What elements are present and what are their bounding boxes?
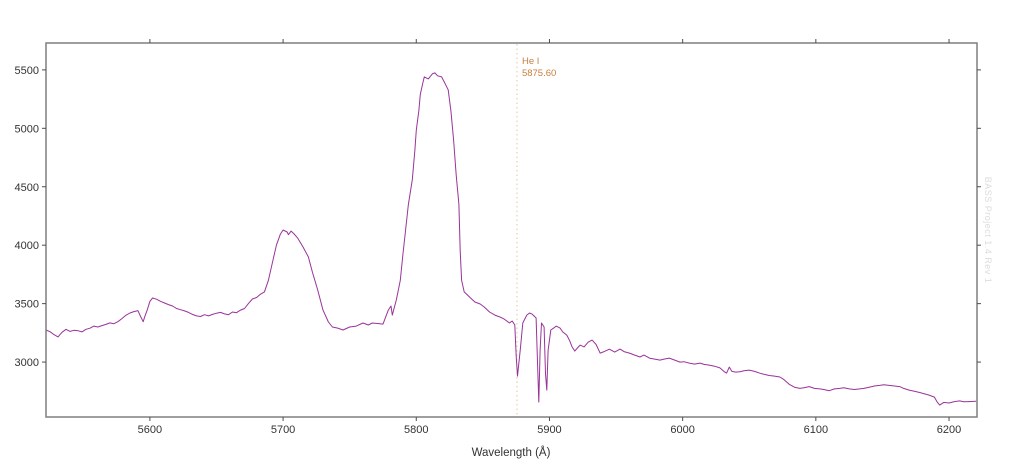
annotation-element-label: He I <box>522 56 539 67</box>
x-tick-label: 5900 <box>537 424 561 436</box>
x-tick-labels: 5600 5700 5800 5900 6000 6100 6200 <box>138 424 962 436</box>
plot-area[interactable] <box>46 43 977 417</box>
x-tick-label: 5700 <box>271 424 295 436</box>
x-axis-title: Wavelength (Å) <box>472 446 551 459</box>
x-tick-label: 6000 <box>670 424 694 436</box>
y-tick-labels: 3000 3500 4000 4500 5000 5500 <box>15 65 39 369</box>
spectrum-line <box>45 72 977 406</box>
plot-border <box>45 42 978 418</box>
y-tick-label: 5000 <box>15 123 39 135</box>
watermark: BASS Project 1.4 Rev 1 <box>983 177 993 284</box>
x-tick-label: 5800 <box>404 424 428 436</box>
annotation-wavelength-label: 5875.60 <box>522 68 556 79</box>
axes-frame <box>45 42 978 418</box>
spectrum-trace <box>45 72 977 406</box>
y-tick-label: 4500 <box>15 182 39 194</box>
x-tick-label: 5600 <box>138 424 162 436</box>
x-tick-label: 6100 <box>804 424 828 436</box>
y-tick-label: 4000 <box>15 240 39 252</box>
y-tick-label: 5500 <box>15 65 39 77</box>
y-tick-label: 3000 <box>15 357 39 369</box>
axis-ticks <box>42 39 981 421</box>
y-tick-label: 3500 <box>15 299 39 311</box>
x-tick-label: 6200 <box>937 424 961 436</box>
